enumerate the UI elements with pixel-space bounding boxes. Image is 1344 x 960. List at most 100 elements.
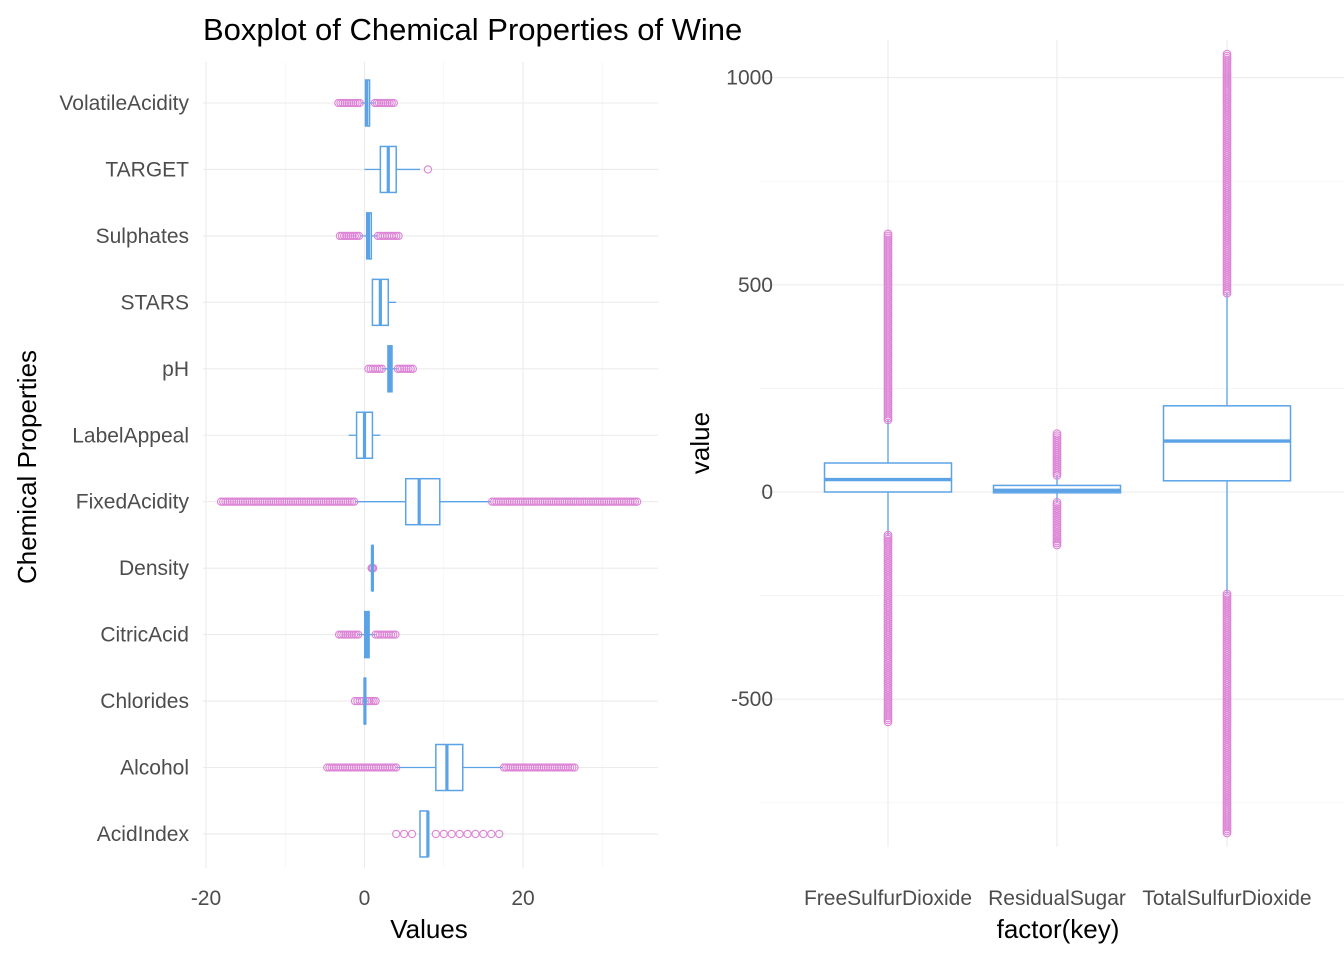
outlier-point — [392, 829, 401, 839]
outlier-point — [406, 364, 415, 373]
outlier-point — [439, 829, 448, 839]
outlier-point — [302, 497, 311, 506]
boxplot-target — [364, 145, 433, 194]
outlier-point — [593, 497, 602, 506]
outlier-point — [619, 497, 629, 506]
outlier-point — [487, 829, 496, 839]
outlier-point — [350, 231, 359, 241]
outlier-point — [613, 497, 622, 506]
outlier-point — [262, 497, 272, 506]
outlier-point — [347, 630, 356, 639]
outlier-point — [538, 497, 547, 506]
outlier-point — [597, 497, 607, 506]
outlier-point — [378, 630, 387, 639]
outlier-point — [1052, 498, 1062, 507]
outlier-point — [557, 763, 566, 772]
outlier-point — [506, 763, 515, 772]
outlier-point — [541, 763, 551, 772]
outlier-point — [573, 497, 582, 506]
outlier-point — [343, 630, 352, 639]
outlier-point — [330, 497, 339, 506]
outlier-point — [400, 364, 409, 373]
outlier-point — [383, 98, 392, 108]
outlier-point — [280, 497, 289, 506]
y-tick-label: 0 — [761, 481, 773, 504]
boxplot-chlorides — [350, 677, 380, 725]
outlier-point — [373, 364, 382, 373]
outlier-point — [304, 497, 313, 506]
outlier-point — [615, 497, 624, 506]
outlier-point — [397, 364, 407, 373]
outlier-point — [375, 630, 385, 639]
outlier-point — [630, 497, 640, 506]
outlier-point — [254, 497, 263, 506]
outlier-point — [379, 98, 388, 108]
outlier-point — [230, 497, 239, 506]
outlier-point — [568, 763, 577, 772]
outlier-point — [295, 497, 304, 506]
outlier-point — [370, 98, 379, 108]
outlier-point — [389, 231, 399, 241]
outlier-point — [286, 497, 296, 506]
outlier-point — [508, 763, 517, 772]
outlier-point — [591, 497, 600, 506]
outlier-point — [389, 630, 398, 639]
outlier-point — [348, 231, 357, 241]
outlier-point — [525, 497, 534, 506]
outlier-point — [1222, 589, 1232, 599]
outlier-point — [336, 497, 346, 506]
outlier-point — [319, 497, 328, 506]
outlier-point — [490, 497, 499, 506]
y-tick-label: LabelAppeal — [72, 424, 189, 447]
outlier-point — [349, 98, 358, 108]
outlier-point — [431, 829, 440, 839]
outlier-point — [243, 497, 252, 506]
left-boxplot-panel: -20 0 20 VolatileAcidity TARGET Sulphates STAR… — [12, 62, 658, 944]
y-tick-label: Alcohol — [120, 757, 189, 780]
outlier-point — [580, 497, 589, 506]
outlier-point — [308, 497, 317, 506]
outlier-point — [340, 231, 349, 241]
outlier-point — [392, 231, 401, 241]
outlier-point — [628, 497, 637, 506]
outlier-point — [340, 98, 349, 108]
outlier-point — [604, 497, 613, 506]
outlier-point — [545, 497, 554, 506]
boxplot-citricacid — [334, 610, 400, 659]
outlier-point — [455, 829, 464, 839]
outlier-point — [471, 829, 480, 839]
boxplot-totalsulfurdioxide — [1162, 49, 1292, 838]
outlier-point — [337, 630, 346, 639]
outlier-point — [542, 497, 552, 506]
outlier-point — [232, 497, 241, 506]
outlier-point — [351, 98, 360, 108]
outlier-point — [540, 497, 549, 506]
outlier-point — [1222, 49, 1232, 59]
outlier-point — [518, 497, 528, 506]
outlier-point — [323, 497, 333, 506]
outlier-point — [407, 829, 417, 839]
y-tick-label: Chlorides — [100, 690, 189, 713]
outlier-point — [389, 763, 399, 772]
outlier-point — [562, 497, 571, 506]
outlier-point — [547, 497, 556, 506]
outlier-point — [503, 497, 512, 506]
outlier-point — [532, 763, 542, 772]
x-tick-label: FreeSulfurDioxide — [804, 887, 972, 910]
outlier-point — [344, 98, 354, 108]
outlier-point — [501, 497, 510, 506]
outlier-point — [282, 497, 291, 506]
outlier-point — [317, 497, 326, 506]
outlier-point — [496, 497, 506, 506]
right-boxplot-panel: -500 0 500 1000 FreeSulfurDioxide ResidualSug… — [685, 40, 1344, 944]
outlier-point — [393, 364, 402, 373]
boxplot-labelappeal — [348, 411, 381, 459]
boxplot-alcohol — [323, 743, 579, 792]
outlier-point — [376, 98, 386, 108]
outlier-point — [602, 497, 611, 506]
outlier-point — [559, 763, 568, 772]
outlier-point — [553, 497, 563, 506]
outlier-point — [531, 497, 541, 506]
outlier-point — [520, 497, 530, 506]
outlier-point — [589, 497, 598, 506]
